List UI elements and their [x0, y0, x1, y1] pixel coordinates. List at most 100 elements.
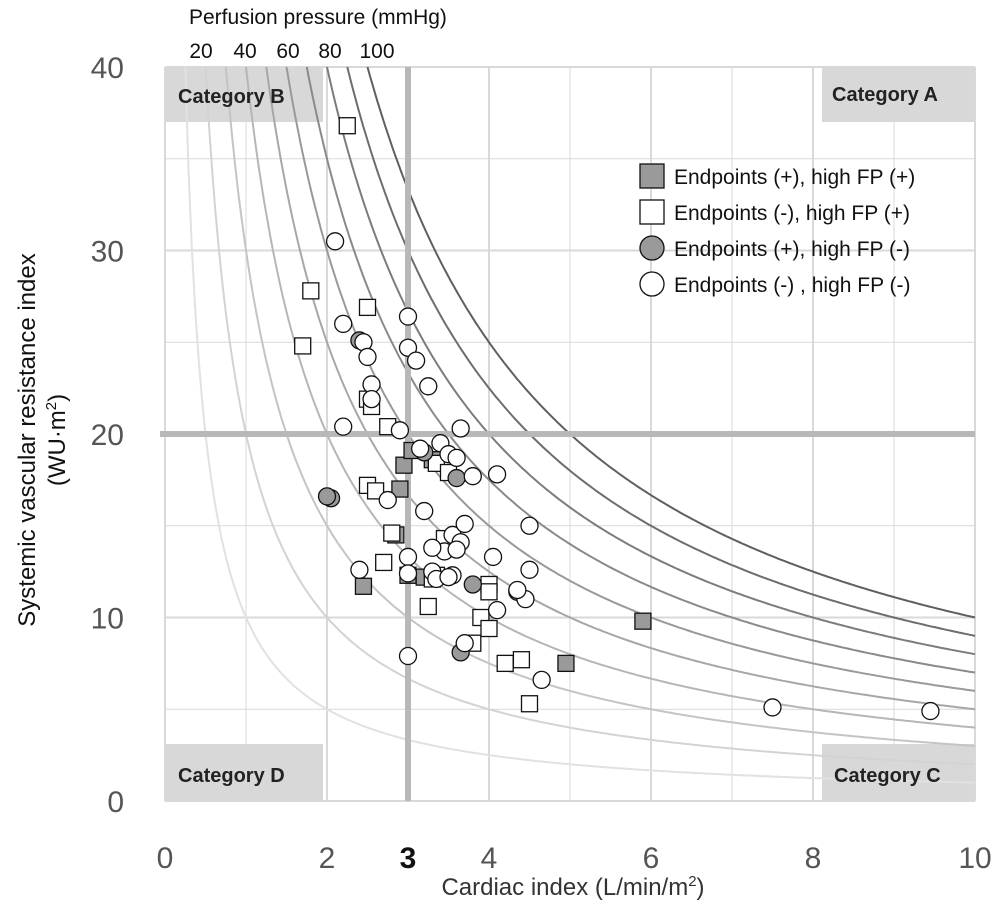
- data-point-series-2: [383, 524, 401, 542]
- data-point-series-4: [334, 314, 353, 334]
- data-point-series-4: [520, 560, 539, 579]
- data-point-series-4: [334, 417, 353, 436]
- category-c-label: Category C: [834, 765, 941, 787]
- data-point-series-4: [463, 467, 482, 486]
- data-point-series-2: [294, 337, 312, 355]
- y-tick-label: 0: [107, 786, 124, 819]
- data-point-series-4: [921, 701, 940, 721]
- iso-pressure-curve: [346, 66, 976, 637]
- data-point-series-4: [362, 389, 381, 409]
- data-point-series-3: [317, 487, 337, 506]
- iso-pressure-curve: [326, 66, 976, 656]
- data-point-series-4: [451, 419, 470, 438]
- legend-marker: [639, 235, 665, 261]
- top-axis-ticks: 20 40 60 80 100: [189, 40, 394, 63]
- category-d-box: [165, 744, 323, 801]
- data-point-series-4: [439, 567, 458, 587]
- top-tick-label: 40: [233, 40, 256, 63]
- data-point-series-1: [557, 654, 575, 673]
- data-point-series-4: [532, 670, 551, 690]
- data-point-series-2: [358, 298, 377, 317]
- iso-pressure-curve: [265, 66, 976, 711]
- data-point-series-2: [338, 117, 356, 135]
- x-tick-label: 4: [481, 842, 498, 875]
- x-tick-label: 10: [958, 842, 991, 875]
- x-tick-label: 2: [319, 842, 336, 875]
- data-point-series-4: [410, 439, 430, 458]
- legend-marker: [639, 163, 665, 189]
- legend-label: Endpoints (-), high FP (+): [674, 202, 910, 225]
- data-point-series-4: [398, 307, 418, 326]
- category-a-box: [822, 67, 975, 122]
- data-point-series-3: [463, 575, 482, 594]
- category-boxes: [165, 67, 975, 801]
- data-point-series-1: [634, 612, 652, 630]
- top-tick-label: 80: [318, 40, 341, 63]
- legend-marker: [639, 271, 665, 297]
- data-point-series-4: [325, 232, 345, 251]
- data-point-series-4: [415, 501, 434, 521]
- data-point-series-4: [483, 547, 503, 567]
- data-point-series-4: [358, 347, 377, 367]
- x-threshold-label: 3: [400, 842, 417, 875]
- data-point-series-4: [398, 338, 418, 357]
- iso-pressure-curve: [184, 66, 975, 784]
- data-point-series-4: [398, 564, 418, 583]
- x-tick-label: 0: [157, 842, 174, 875]
- data-point-series-4: [390, 421, 410, 440]
- x-tick-label: 6: [643, 842, 660, 875]
- legend-label: Endpoints (-) , high FP (-): [674, 274, 911, 297]
- y-axis-label-line1: Systemic vascular resistance index: [14, 253, 41, 626]
- data-point-series-2: [480, 583, 498, 601]
- data-point-series-2: [496, 654, 514, 673]
- data-point-series-4: [455, 514, 474, 534]
- iso-pressure-curves: [184, 66, 976, 784]
- y-tick-label: 40: [91, 52, 124, 85]
- legend-label: Endpoints (+), high FP (+): [674, 166, 915, 189]
- data-point-series-2: [419, 597, 437, 616]
- data-point-series-2: [302, 282, 320, 300]
- category-a-label: Category A: [832, 84, 938, 106]
- data-point-series-4: [447, 448, 466, 468]
- iso-pressure-curve: [245, 66, 976, 729]
- data-point-series-2: [366, 482, 385, 500]
- x-tick-label: 8: [805, 842, 822, 875]
- legend-marker: [639, 199, 665, 225]
- data-point-series-4: [455, 634, 474, 653]
- data-point-series-4: [520, 516, 539, 535]
- top-tick-label: 20: [189, 40, 212, 63]
- top-tick-label: 100: [359, 40, 394, 63]
- data-point-series-4: [763, 698, 782, 717]
- category-b-label: Category B: [178, 86, 285, 108]
- category-b-box: [165, 67, 323, 122]
- data-point-series-2: [520, 695, 539, 713]
- category-labels: Category B Category A Category D Categor…: [178, 84, 941, 787]
- top-axis-label: Perfusion pressure (mmHg): [189, 6, 447, 29]
- legend: Endpoints (+), high FP (+) Endpoints (-),…: [639, 163, 915, 297]
- data-point-series-4: [406, 351, 426, 370]
- y-tick-label: 30: [91, 236, 124, 269]
- y-axis-label-group: Systemic vascular resistance index (WU·m…: [14, 253, 71, 626]
- data-point-series-2: [375, 553, 393, 572]
- data-point-series-3: [447, 468, 466, 488]
- data-point-series-1: [354, 577, 373, 595]
- data-point-series-4: [508, 580, 527, 600]
- data-point-series-4: [487, 601, 507, 620]
- category-c-box: [822, 744, 975, 801]
- y-tick-label: 10: [91, 603, 124, 636]
- iso-pressure-curve: [305, 66, 976, 674]
- iso-pressure-curve: [204, 66, 976, 766]
- data-point-series-4: [398, 547, 418, 567]
- data-point-series-4: [419, 377, 438, 396]
- data-point-series-1: [395, 456, 413, 474]
- data-point-series-4: [487, 465, 507, 484]
- x-axis-label: Cardiac index (L/min/m2): [441, 873, 704, 901]
- data-points: [294, 117, 940, 721]
- data-point-series-4: [398, 646, 418, 666]
- data-point-series-2: [512, 651, 531, 669]
- top-tick-label: 60: [276, 40, 299, 63]
- data-point-series-4: [447, 540, 466, 559]
- iso-pressure-curve: [285, 66, 976, 692]
